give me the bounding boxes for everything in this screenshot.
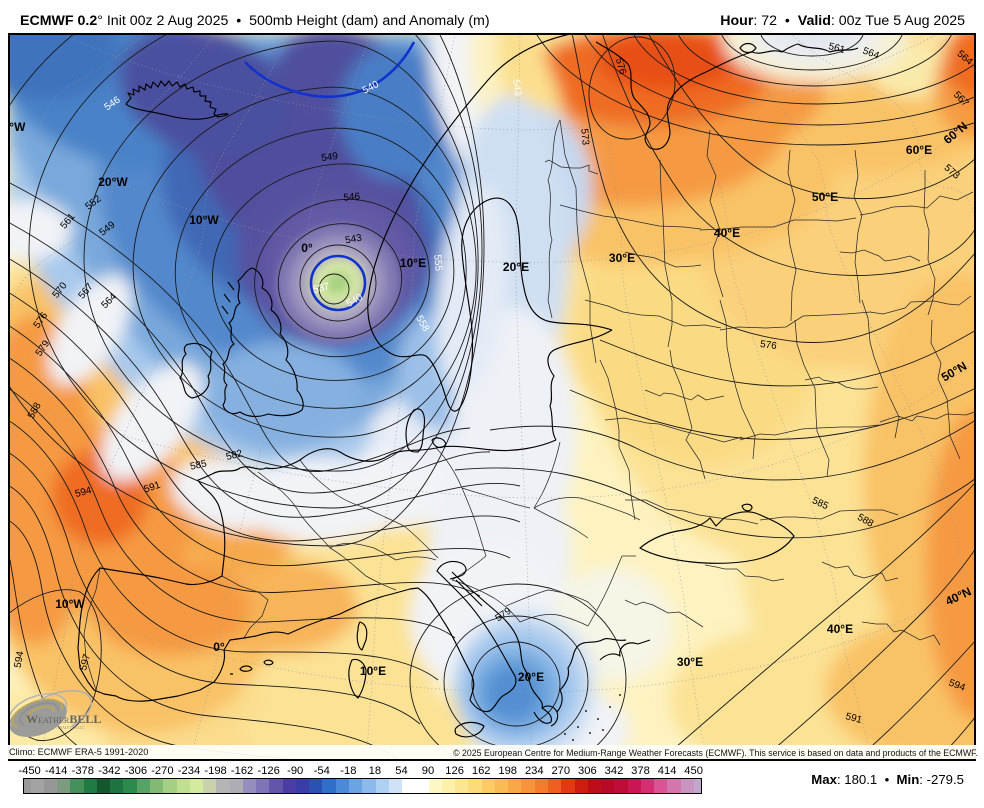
svg-text:555: 555 [431,254,443,272]
svg-text:30°E: 30°E [609,251,635,265]
svg-text:591: 591 [143,480,163,496]
svg-text:537: 537 [312,281,331,296]
svg-text:597: 597 [78,652,93,671]
svg-text:40°E: 40°E [714,226,740,240]
svg-text:20°E: 20°E [503,260,529,274]
svg-text:0°: 0° [213,640,225,654]
svg-text:591: 591 [844,711,863,726]
svg-text:576: 576 [613,57,628,76]
svg-text:10°E: 10°E [400,256,426,270]
svg-text:10°W: 10°W [189,213,219,227]
svg-text:10°E: 10°E [360,664,386,678]
svg-text:543: 543 [510,79,523,97]
svg-text:60°E: 60°E [906,143,932,157]
svg-text:594: 594 [74,485,93,500]
svg-text:582: 582 [225,448,244,463]
svg-text:ANALYTICS LLC: ANALYTICS LLC [57,726,85,730]
svg-text:594: 594 [13,650,27,669]
svg-text:546: 546 [343,191,361,203]
svg-text:0°: 0° [301,241,313,255]
svg-text:573: 573 [578,128,590,146]
svg-text:561: 561 [827,41,846,56]
svg-text:20°W: 20°W [98,175,128,189]
svg-text:576: 576 [759,339,777,352]
svg-text:543: 543 [344,233,363,247]
svg-text:30°E: 30°E [677,655,703,669]
svg-text:549: 549 [321,151,339,164]
svg-text:20°E: 20°E [518,670,544,684]
svg-text:50°E: 50°E [812,190,838,204]
svg-text:40°E: 40°E [827,622,853,636]
svg-text:10°W: 10°W [55,597,85,611]
svg-text:585: 585 [189,458,208,472]
svg-text:WEATHERBELL: WEATHERBELL [26,712,101,726]
svg-text:0°W: 0°W [8,120,26,134]
